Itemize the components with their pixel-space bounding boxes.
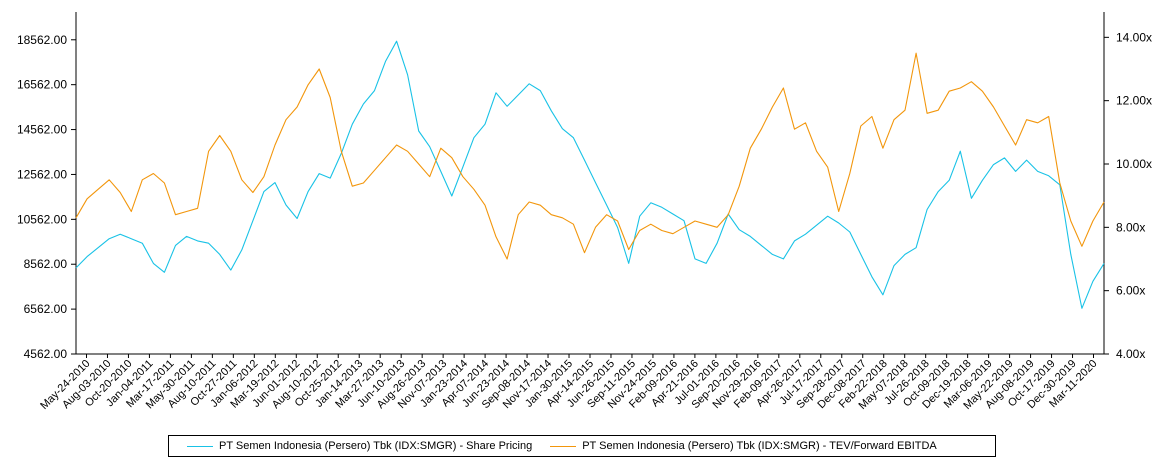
- right-tick-label: 12.00x: [1116, 94, 1152, 108]
- left-tick-label: 6562.00: [24, 302, 68, 316]
- right-tick-label: 14.00x: [1116, 30, 1152, 44]
- right-tick-label: 6.00x: [1116, 284, 1145, 298]
- plot-area: [75, 12, 1105, 355]
- right-tick-label: 10.00x: [1116, 157, 1152, 171]
- legend-swatch-tev-ebitda: [550, 445, 577, 447]
- right-tick-label: 4.00x: [1116, 347, 1145, 361]
- series-share-pricing-line: [75, 40, 1105, 309]
- left-tick-label: 10562.00: [17, 212, 67, 226]
- left-y-axis: 4562.00 6562.00 8562.00 10562.00 12562.00 145…: [17, 33, 76, 361]
- left-tick-label: 14562.00: [17, 123, 67, 137]
- chart-legend: PT Semen Indonesia (Persero) Tbk (IDX:SM…: [168, 435, 996, 457]
- legend-entry-tev-ebitda[interactable]: PT Semen Indonesia (Persero) Tbk (IDX:SM…: [550, 440, 937, 452]
- right-y-axis: 4.00x 6.00x 8.00x 10.00x 12.00x 14.00x: [1104, 30, 1152, 361]
- left-tick-label: 12562.00: [17, 167, 67, 181]
- left-tick-label: 4562.00: [24, 347, 68, 361]
- left-tick-label: 18562.00: [17, 33, 67, 47]
- left-tick-label: 8562.00: [24, 257, 68, 271]
- x-axis: May-24-2010Aug-03-2010Oct-20-2010Jan-04-…: [38, 354, 1100, 412]
- right-tick-label: 8.00x: [1116, 220, 1145, 234]
- series-tev-ebitda-line: [75, 52, 1105, 260]
- legend-entry-share-pricing[interactable]: PT Semen Indonesia (Persero) Tbk (IDX:SM…: [187, 440, 532, 452]
- legend-label-share-pricing: PT Semen Indonesia (Persero) Tbk (IDX:SM…: [219, 440, 533, 452]
- legend-swatch-share-pricing: [187, 445, 213, 447]
- left-tick-label: 16562.00: [17, 78, 67, 92]
- legend-label-tev-ebitda: PT Semen Indonesia (Persero) Tbk (IDX:SM…: [582, 440, 937, 452]
- series-layer: [75, 40, 1105, 309]
